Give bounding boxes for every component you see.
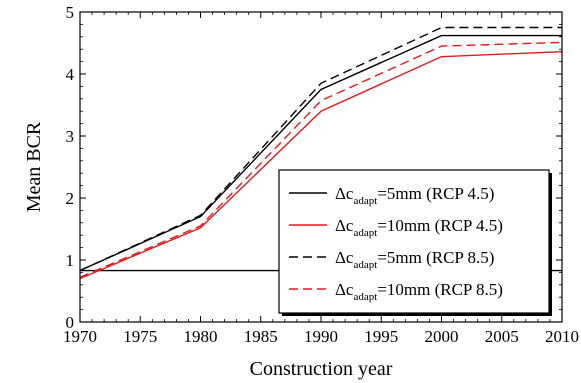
y-axis-label: Mean BCR	[23, 121, 45, 212]
legend-label-1: Δcadapt=5mm (RCP 4.5)	[335, 184, 494, 207]
series-line-1	[80, 34, 562, 272]
y-tick-label: 1	[66, 251, 75, 270]
x-tick-label: 2000	[425, 327, 459, 346]
y-tick-label: 0	[66, 313, 75, 332]
x-tick-label: 1990	[304, 327, 338, 346]
x-tick-label: 2005	[485, 327, 519, 346]
y-tick-label: 4	[66, 65, 75, 84]
x-tick-label: 1995	[364, 327, 398, 346]
x-tick-label: 2010	[545, 327, 579, 346]
x-tick-label: 1975	[123, 327, 157, 346]
series-layer	[80, 26, 562, 280]
series-line-4	[80, 41, 562, 279]
x-tick-label: 1970	[63, 327, 97, 346]
legend: Δcadapt=5mm (RCP 4.5) Δcadapt=10mm (RCP 4…	[278, 169, 552, 316]
y-tick-label: 5	[66, 3, 75, 22]
legend-label-2: Δcadapt=10mm (RCP 4.5)	[335, 216, 503, 239]
legend-label-3: Δcadapt=5mm (RCP 8.5)	[335, 248, 494, 271]
legend-label-4: Δcadapt=10mm (RCP 8.5)	[335, 280, 503, 303]
series-line-2	[80, 50, 562, 280]
y-tick-label: 2	[66, 189, 75, 208]
x-tick-label: 1985	[244, 327, 278, 346]
x-tick-label: 1980	[184, 327, 218, 346]
y-tick-label: 3	[66, 127, 75, 146]
x-axis-label: Construction year	[250, 358, 393, 380]
series-line-3	[80, 26, 562, 272]
tick-layer: 1970 1975 1980 1985 1990 1995 2000 2005 2010 0 1 2 3…	[63, 3, 579, 346]
